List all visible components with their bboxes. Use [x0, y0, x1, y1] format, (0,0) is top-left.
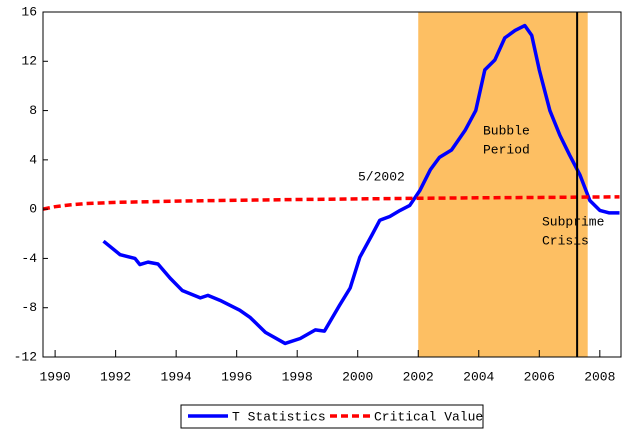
- x-tick-label: 1990: [39, 369, 70, 384]
- bubble-period-shade: [418, 12, 588, 357]
- y-tick-label: 0: [29, 202, 37, 217]
- y-tick-label: -8: [21, 300, 37, 315]
- y-tick-label: -12: [14, 349, 37, 364]
- y-tick-label: -4: [21, 251, 37, 266]
- annotation: Crisis: [542, 233, 589, 248]
- legend-label: T Statistics: [232, 409, 326, 424]
- x-tick-label: 1992: [100, 369, 131, 384]
- x-tick-label: 2000: [342, 369, 373, 384]
- y-tick-label: 12: [21, 54, 37, 69]
- annotation: Bubble: [483, 123, 530, 138]
- x-tick-label: 1994: [161, 369, 192, 384]
- x-tick-label: 2008: [584, 369, 615, 384]
- plot-frame: [42, 11, 622, 358]
- annotation: Period: [483, 142, 530, 157]
- x-tick-label: 1996: [221, 369, 252, 384]
- x-tick-label: 2002: [403, 369, 434, 384]
- y-tick-label: 4: [29, 152, 37, 167]
- y-tick-label: 8: [29, 103, 37, 118]
- y-tick-label: 16: [21, 4, 37, 19]
- series-line: [42, 195, 620, 211]
- x-tick-label: 1998: [282, 369, 313, 384]
- legend-label: Critical Value: [374, 409, 483, 424]
- series-line: [102, 23, 620, 346]
- x-tick-label: 2004: [463, 369, 494, 384]
- x-tick-label: 2006: [524, 369, 555, 384]
- annotation: 5/2002: [358, 169, 405, 184]
- annotation: Subprime: [542, 214, 604, 229]
